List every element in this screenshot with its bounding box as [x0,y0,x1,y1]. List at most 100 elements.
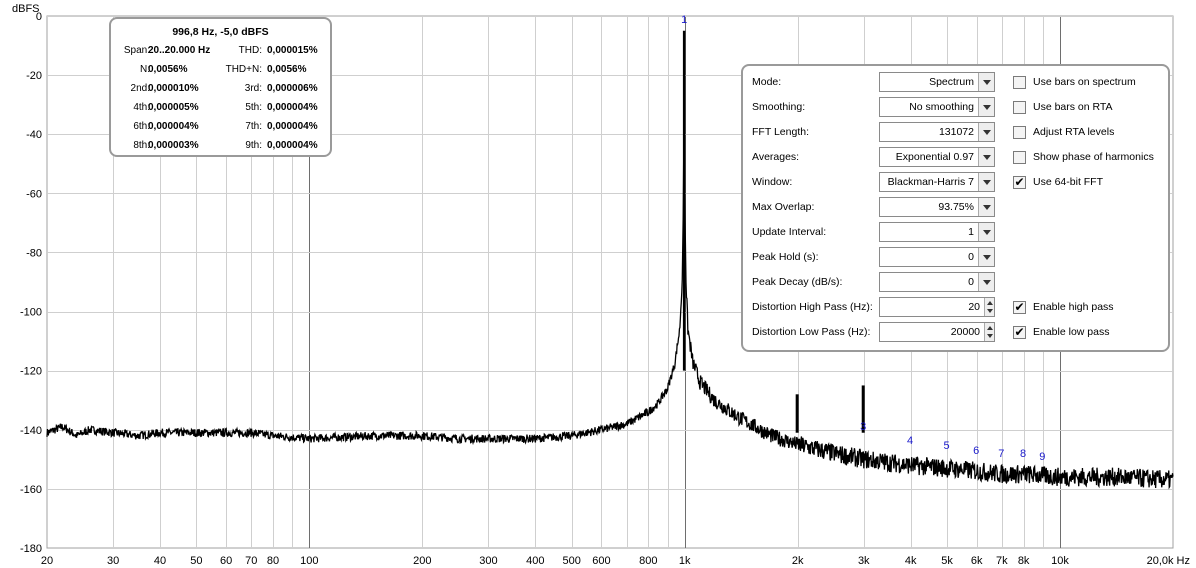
window-dropdown[interactable]: Blackman-Harris 7 [879,172,995,192]
setting-row-update-interval: Update Interval: 1 [743,222,1168,244]
averages-label: Averages: [752,151,800,163]
setting-row-averages: Averages: Exponential 0.97 [743,147,1168,169]
info-row: 8th: 0,000003% 9th: 0,000004% [111,140,330,159]
chevron-down-icon[interactable] [978,98,994,116]
setting-row-mode: Mode: Spectrum [743,72,1168,94]
x-tick-label: 1k [679,555,691,567]
x-tick-label: 20,0k Hz [1147,555,1190,567]
harmonic-label: 8 [1020,448,1026,460]
chevron-down-icon[interactable] [978,173,994,191]
info-value: 0,000003% [148,140,199,151]
use-bars-rta-checkbox[interactable] [1013,101,1026,114]
info-label: Span: [123,45,150,56]
info-label: THD+N: [225,64,262,75]
setting-row-max-overlap: Max Overlap: 93.75% [743,197,1168,219]
dist-high-pass-value: 20 [968,301,980,313]
adjust-rta-label: Adjust RTA levels [1033,126,1115,138]
use-64bit-fft-checkbox[interactable]: ✔ [1013,175,1026,189]
info-value: 0,000004% [267,102,318,113]
chevron-down-icon[interactable] [978,148,994,166]
y-tick-label: -120 [20,366,42,378]
spinner-arrows-icon[interactable] [984,298,994,316]
enable-high-pass-checkbox[interactable]: ✔ [1013,300,1026,314]
x-tick-label: 100 [300,555,318,567]
x-tick-label: 60 [220,555,232,567]
use-bars-rta-option[interactable]: Use bars on RTA [1013,100,1168,118]
window-label: Window: [752,176,793,188]
dist-low-pass-spinner[interactable]: 20000 [879,322,995,342]
info-value: 0,000004% [148,121,199,132]
setting-row-smoothing: Smoothing: No smoothing [743,97,1168,119]
harmonic-label: 2 [794,0,800,3]
y-tick-label: -180 [20,543,42,555]
info-value: 0,000004% [267,121,318,132]
info-value: 0,000004% [267,140,318,151]
adjust-rta-option[interactable]: Adjust RTA levels [1013,125,1168,143]
x-tick-label: 600 [592,555,610,567]
adjust-rta-checkbox[interactable] [1013,126,1026,139]
chevron-down-icon[interactable] [978,123,994,141]
y-tick-label: -60 [26,188,42,200]
update-interval-value: 1 [968,226,974,238]
spinner-arrows-icon[interactable] [984,323,994,341]
info-value: 0,0056% [148,64,188,75]
use-bars-spectrum-option[interactable]: Use bars on spectrum [1013,75,1168,93]
x-tick-label: 300 [479,555,497,567]
harmonic-label: 9 [1039,451,1045,463]
use-bars-spectrum-checkbox[interactable] [1013,76,1026,89]
mode-dropdown[interactable]: Spectrum [879,72,995,92]
info-value: 0,000010% [148,83,199,94]
show-phase-label: Show phase of harmonics [1033,151,1154,163]
y-tick-label: -100 [20,307,42,319]
update-interval-dropdown[interactable]: 1 [879,222,995,242]
peak-decay-value: 0 [968,276,974,288]
info-label: 5th: [245,102,262,113]
chevron-down-icon[interactable] [978,248,994,266]
axis-ticks: 20 30 40 50 60 70 80 100 200 300 400 500 600 800 1k 2k 3… [20,11,1190,567]
info-row: 6th: 0,000004% 7th: 0,000004% [111,121,330,140]
peak-hold-dropdown[interactable]: 0 [879,247,995,267]
series [46,30,1174,490]
use-64bit-fft-option[interactable]: ✔ Use 64-bit FFT [1013,175,1168,193]
info-label: THD: [238,45,262,56]
x-tick-label: 5k [941,555,953,567]
x-tick-label: 3k [858,555,870,567]
dist-high-pass-spinner[interactable]: 20 [879,297,995,317]
x-tick-label: 2k [792,555,804,567]
chevron-down-icon[interactable] [978,273,994,291]
max-overlap-dropdown[interactable]: 93.75% [879,197,995,217]
info-row: 2nd: 0,000010% 3rd: 0,000006% [111,83,330,102]
x-tick-label: 80 [267,555,279,567]
x-tick-label: 500 [563,555,581,567]
chevron-down-icon[interactable] [978,223,994,241]
x-tick-label: 200 [413,555,431,567]
x-tick-label: 6k [971,555,983,567]
harmonic-label: 7 [998,448,1004,460]
info-value: 20..20.000 Hz [148,45,211,56]
harmonic-label: 5 [943,440,949,452]
y-tick-label: 0 [36,11,42,23]
enable-low-pass-checkbox[interactable]: ✔ [1013,325,1026,339]
update-interval-label: Update Interval: [752,226,827,238]
x-tick-label: 8k [1018,555,1030,567]
distortion-info-box: 996,8 Hz, -5,0 dBFS Span: 20..20.000 Hz … [109,17,332,157]
enable-high-pass-option[interactable]: ✔ Enable high pass [1013,300,1168,318]
info-label: N: [140,64,150,75]
show-phase-checkbox[interactable] [1013,151,1026,164]
enable-low-pass-option[interactable]: ✔ Enable low pass [1013,325,1168,343]
show-phase-option[interactable]: Show phase of harmonics [1013,150,1168,168]
y-tick-label: -20 [26,70,42,82]
info-label: 3rd: [244,83,262,94]
x-tick-label: 70 [245,555,257,567]
chevron-down-icon[interactable] [978,73,994,91]
fft-length-dropdown[interactable]: 131072 [879,122,995,142]
setting-row-dist-low-pass: Distortion Low Pass (Hz): 20000 [743,322,1168,344]
averages-dropdown[interactable]: Exponential 0.97 [879,147,995,167]
chevron-down-icon[interactable] [978,198,994,216]
smoothing-dropdown[interactable]: No smoothing [879,97,995,117]
y-tick-label: -80 [26,247,42,259]
peak-decay-dropdown[interactable]: 0 [879,272,995,292]
peak-readout: 996,8 Hz, -5,0 dBFS [172,26,269,38]
info-label: 2nd: [130,83,150,94]
dist-low-pass-value: 20000 [950,326,980,338]
